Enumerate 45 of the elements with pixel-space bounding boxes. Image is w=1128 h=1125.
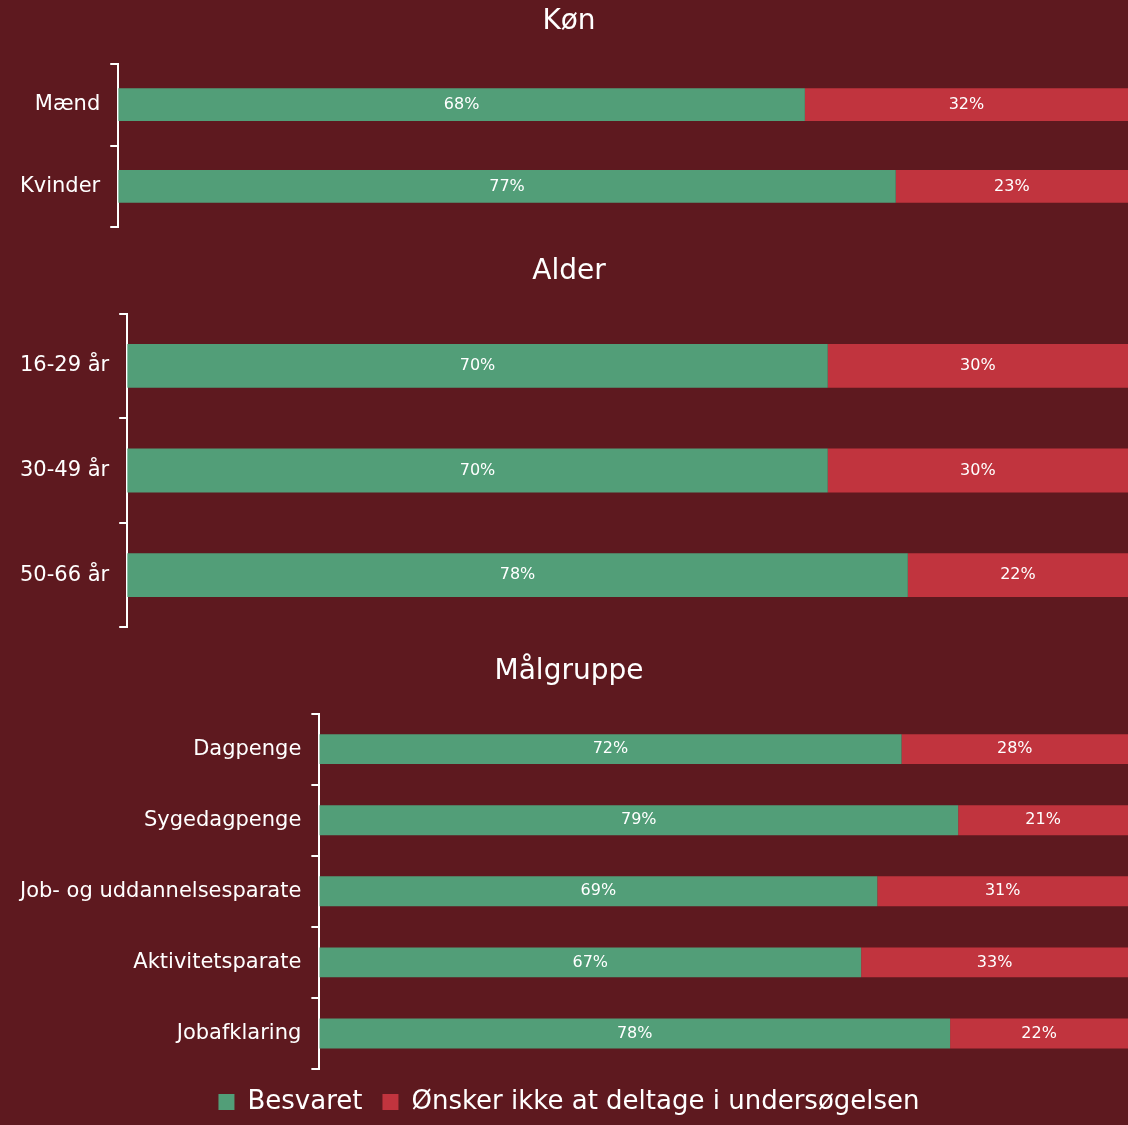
bar: [861, 947, 1128, 978]
chart-title: Målgruppe: [494, 653, 644, 687]
y-tick-label: 16-29 år: [20, 351, 110, 377]
y-tick-label: Kvinder: [19, 172, 101, 197]
data-label: 21%: [1025, 809, 1061, 829]
bar: [319, 734, 902, 765]
y-tick-label: 30-49 år: [20, 455, 110, 481]
data-label: 33%: [976, 951, 1013, 971]
bar: [958, 805, 1128, 836]
y-tick-label: Job- og uddannelsesparate: [17, 877, 302, 902]
chart-title: Køn: [542, 3, 596, 37]
y-tick-label: Sygedagpenge: [143, 806, 302, 831]
data-label: 28%: [997, 738, 1033, 758]
data-label: 79%: [620, 809, 657, 829]
bar: [901, 734, 1128, 765]
bar: [319, 876, 878, 907]
data-label: 78%: [499, 564, 536, 584]
data-label: 30%: [960, 355, 996, 375]
data-label: 70%: [459, 355, 496, 375]
data-label: 72%: [592, 738, 629, 758]
legend-label: Besvaret: [247, 1084, 363, 1115]
data-label: 22%: [1000, 564, 1036, 584]
data-label: 23%: [994, 175, 1030, 195]
y-tick-label: Dagpenge: [193, 735, 302, 760]
bar: [950, 1018, 1128, 1049]
y-tick-label: Mænd: [34, 91, 101, 115]
bar: [319, 1018, 951, 1049]
bar: [319, 947, 862, 978]
y-tick-label: 50-66 år: [20, 560, 110, 586]
chart-title: Alder: [532, 253, 607, 287]
data-label: 22%: [1021, 1022, 1057, 1042]
data-label: 68%: [443, 93, 480, 113]
y-tick-label: Aktivitetsparate: [133, 948, 302, 973]
data-label: 78%: [616, 1022, 653, 1042]
data-label: 70%: [459, 459, 496, 479]
data-label: 30%: [960, 459, 996, 479]
data-label: 31%: [984, 880, 1021, 900]
data-label: 32%: [948, 93, 985, 113]
data-label: 69%: [580, 880, 617, 900]
y-tick-label: Jobafklaring: [174, 1019, 302, 1044]
data-label: 67%: [572, 951, 609, 971]
legend-label: Ønsker ikke at deltage i undersøgelsen: [411, 1084, 920, 1115]
bar: [877, 876, 1128, 907]
data-label: 77%: [489, 175, 525, 195]
bar: [319, 805, 959, 836]
